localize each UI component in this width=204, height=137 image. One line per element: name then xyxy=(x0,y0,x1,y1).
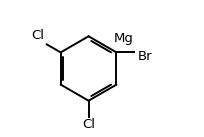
Text: Cl: Cl xyxy=(82,118,95,131)
Text: Mg: Mg xyxy=(114,32,134,45)
Text: Cl: Cl xyxy=(32,29,45,42)
Text: Br: Br xyxy=(138,50,153,63)
